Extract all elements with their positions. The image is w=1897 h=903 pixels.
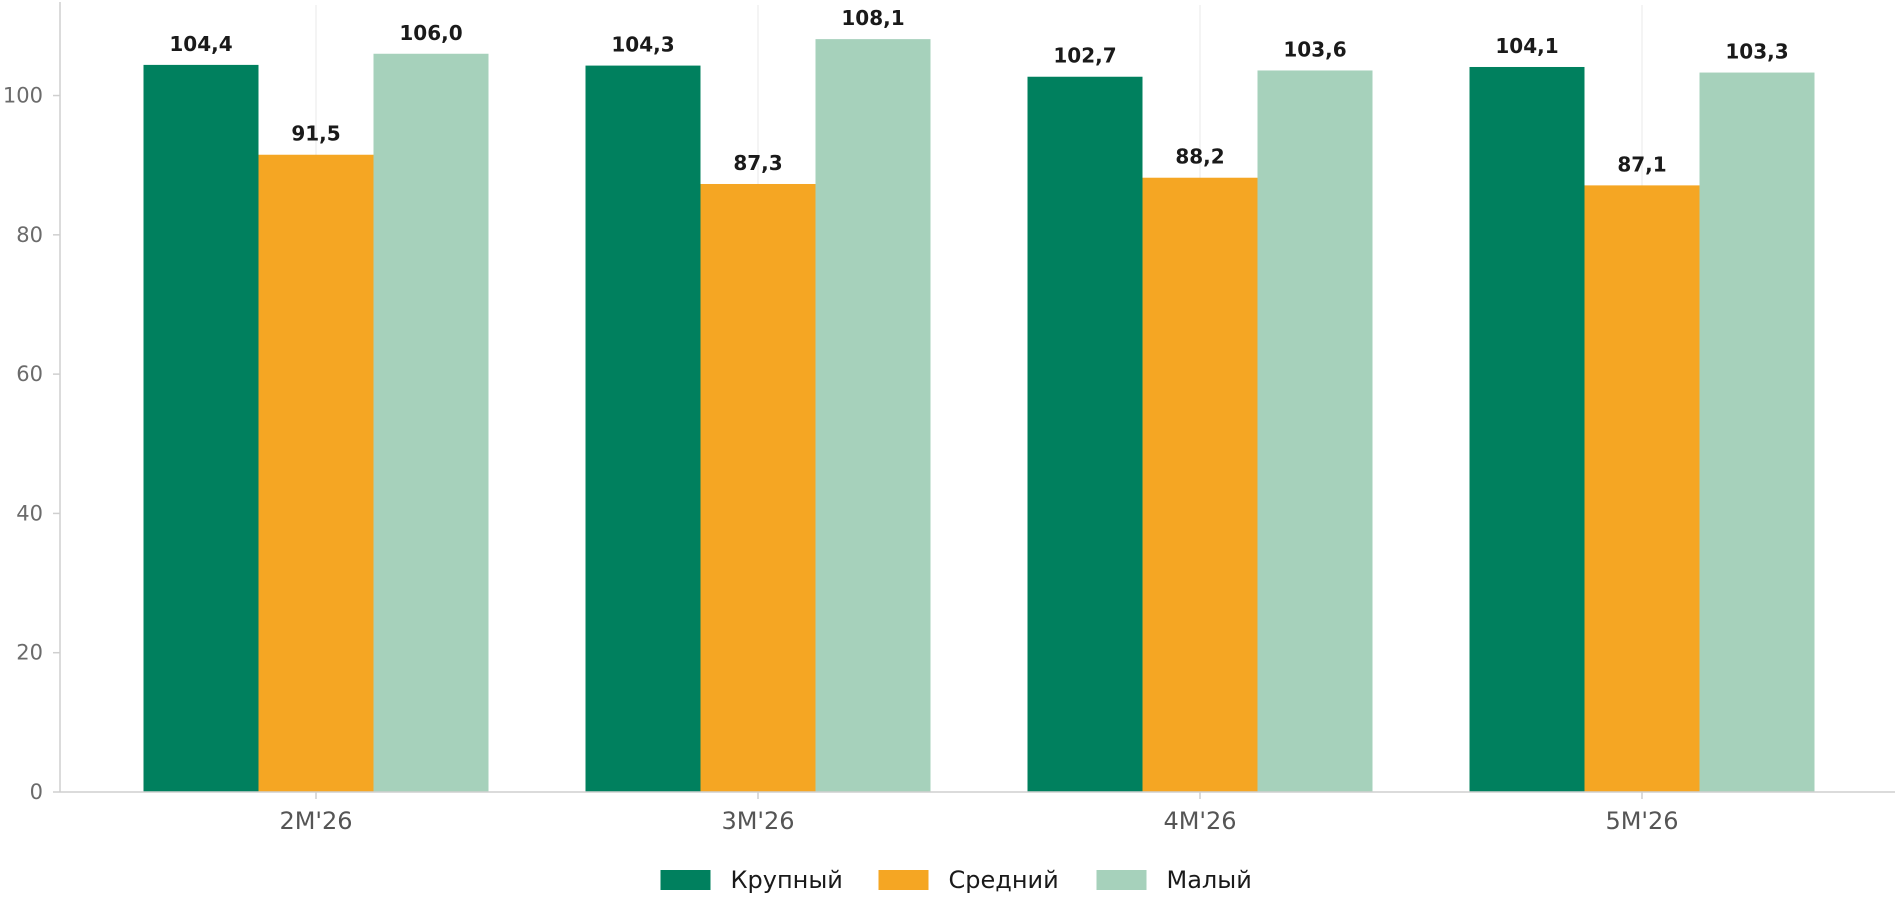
legend-label: Средний (949, 866, 1059, 894)
legend-swatch (660, 870, 711, 890)
x-tick-label: 4M'26 (1163, 807, 1236, 835)
data-label: 103,6 (1283, 37, 1346, 61)
bar (258, 154, 374, 792)
bar (143, 64, 259, 793)
data-label: 104,4 (169, 32, 232, 56)
data-label: 104,1 (1495, 34, 1558, 58)
y-tick-label: 80 (16, 223, 43, 247)
bar (1027, 76, 1143, 792)
data-label: 87,1 (1617, 152, 1666, 176)
data-label: 88,2 (1175, 145, 1224, 169)
legend-swatch (878, 870, 929, 890)
bar (373, 53, 489, 793)
grid-lines (315, 5, 1643, 792)
axes-group (59, 2, 1895, 793)
bar (585, 65, 701, 792)
data-label: 108,1 (841, 6, 904, 30)
legend-label: Малый (1167, 866, 1252, 894)
legend-label: Крупный (731, 866, 843, 894)
bars-group (143, 39, 1815, 793)
y-tick-label: 40 (16, 501, 43, 525)
bar (1142, 177, 1258, 793)
data-label: 87,3 (733, 151, 782, 175)
value-labels-group: 104,4 91,5 106,0 104,3 87,3 108,1 102,7 88,2 103… (169, 6, 1788, 176)
bar (1584, 185, 1700, 792)
bar (1257, 70, 1373, 792)
x-tick-label: 3M'26 (721, 807, 794, 835)
y-tick-label: 20 (16, 641, 43, 665)
data-label: 104,3 (611, 33, 674, 57)
bar (700, 183, 816, 793)
y-tick-label: 100 (3, 84, 43, 108)
data-label: 106,0 (399, 21, 462, 45)
x-tick-label: 2M'26 (279, 807, 352, 835)
x-axis-ticks: 2M'26 3M'26 4M'26 5M'26 (279, 792, 1679, 835)
y-tick-label: 60 (16, 362, 43, 386)
y-tick-label: 0 (30, 780, 43, 804)
legend: Крупный Средний Малый (660, 866, 1252, 894)
bar (1469, 66, 1585, 792)
bar (815, 39, 931, 793)
bar (1699, 72, 1815, 792)
data-label: 91,5 (291, 122, 340, 146)
data-label: 102,7 (1053, 44, 1116, 68)
x-tick-label: 5M'26 (1605, 807, 1678, 835)
legend-swatch (1096, 870, 1147, 890)
data-label: 103,3 (1725, 40, 1788, 64)
y-axis-ticks: 0 20 40 60 80 100 (3, 84, 60, 804)
